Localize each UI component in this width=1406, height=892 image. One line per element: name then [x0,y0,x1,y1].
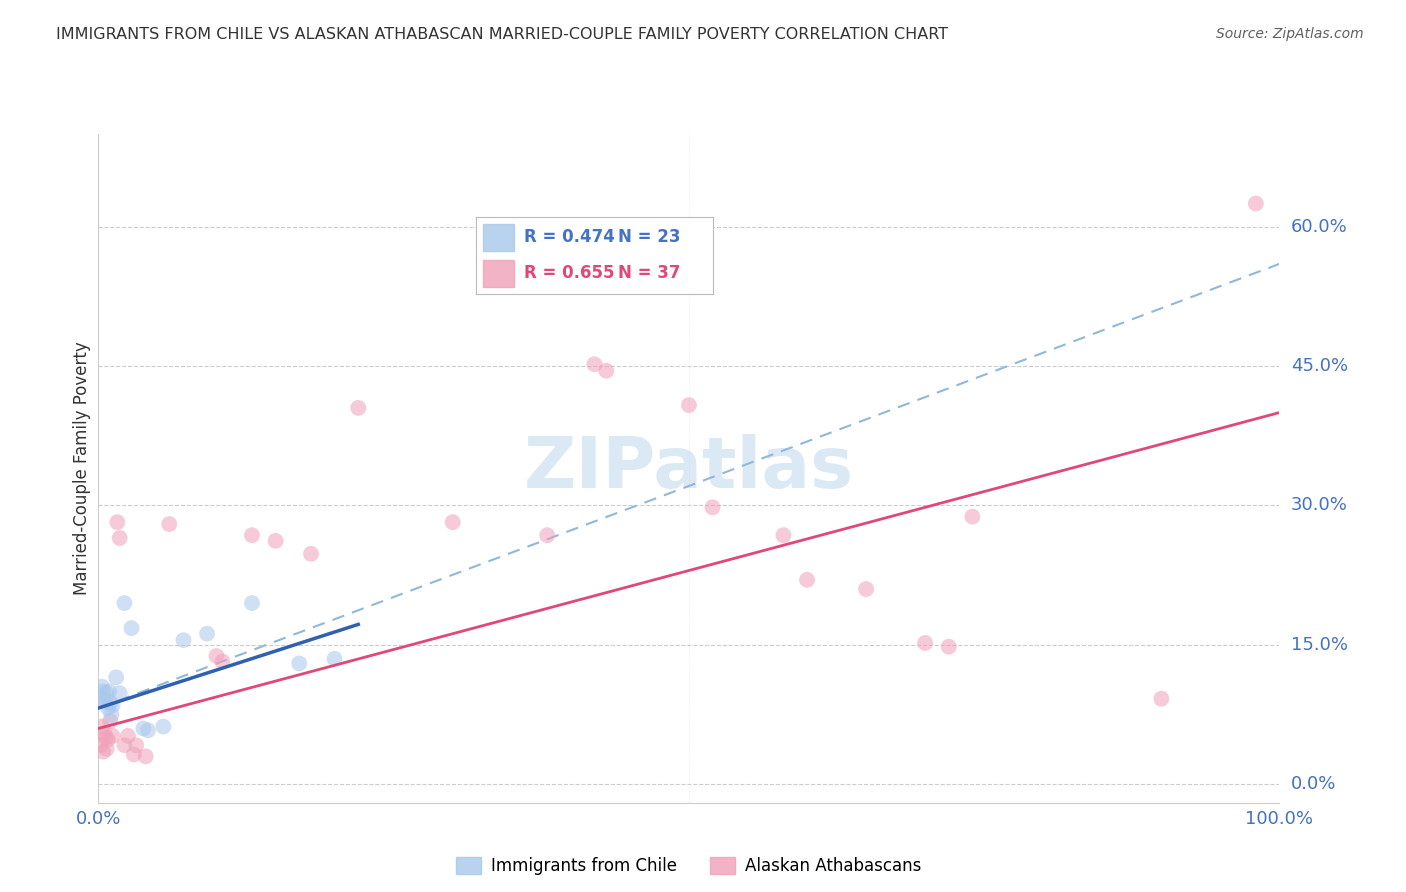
Point [98,714,121,728]
Point [117,729,139,743]
Point [962,509,984,524]
Point [136,723,159,738]
Point [914,636,936,650]
Point [108,686,131,700]
Y-axis label: Married-Couple Family Poverty: Married-Couple Family Poverty [73,342,91,595]
Point [94,731,117,745]
Point [211,655,233,669]
Text: N = 37: N = 37 [619,264,681,282]
Text: R = 0.474: R = 0.474 [523,228,614,246]
Text: ZIPatlas: ZIPatlas [524,434,853,503]
Text: 30.0%: 30.0% [1291,497,1347,515]
Point [98,684,121,698]
Point [96,742,118,756]
Point [101,729,124,743]
Text: Source: ZipAtlas.com: Source: ZipAtlas.com [1216,27,1364,41]
Point [536,528,558,542]
Point [96,686,118,700]
Text: 0.0%: 0.0% [1291,775,1336,793]
Text: N = 23: N = 23 [619,228,681,246]
Point [855,582,877,596]
Point [172,633,194,648]
Point [240,596,263,610]
Point [125,738,148,752]
Point [108,531,131,545]
Point [135,749,157,764]
Point [122,747,145,762]
Bar [484,260,515,286]
Point [323,652,346,666]
Point [702,500,724,515]
Point [91,680,114,694]
Point [583,357,606,371]
Point [441,515,464,529]
Text: 45.0%: 45.0% [1291,357,1348,376]
Point [121,621,143,635]
Point [91,684,114,698]
Point [132,722,155,736]
Text: R = 0.655: R = 0.655 [523,264,614,282]
Point [152,720,174,734]
Point [90,689,112,703]
Point [347,401,370,415]
Point [796,573,818,587]
Text: 60.0%: 60.0% [1291,218,1347,235]
Point [97,701,120,715]
Point [195,626,218,640]
Point [105,670,128,684]
Point [938,640,960,654]
Text: IMMIGRANTS FROM CHILE VS ALASKAN ATHABASCAN MARRIED-COUPLE FAMILY POVERTY CORREL: IMMIGRANTS FROM CHILE VS ALASKAN ATHABAS… [56,27,949,42]
Point [678,398,700,412]
Point [264,533,287,548]
Point [112,596,135,610]
Point [97,732,120,747]
Bar [484,224,515,251]
Legend: Immigrants from Chile, Alaskan Athabascans: Immigrants from Chile, Alaskan Athabasca… [450,850,928,881]
Point [94,696,117,710]
Point [157,517,180,532]
Point [205,648,228,663]
Point [112,738,135,752]
Point [91,720,114,734]
Text: 15.0%: 15.0% [1291,636,1347,654]
Point [98,696,121,710]
Point [595,364,617,378]
Point [100,707,122,722]
Point [288,657,311,671]
Point [93,691,115,706]
Point [1244,196,1267,211]
Point [93,726,115,740]
Point [101,698,124,713]
Point [105,515,128,529]
Point [90,738,112,752]
Point [299,547,322,561]
Point [240,528,263,542]
Point [772,528,794,542]
Point [1150,691,1173,706]
Point [91,745,114,759]
